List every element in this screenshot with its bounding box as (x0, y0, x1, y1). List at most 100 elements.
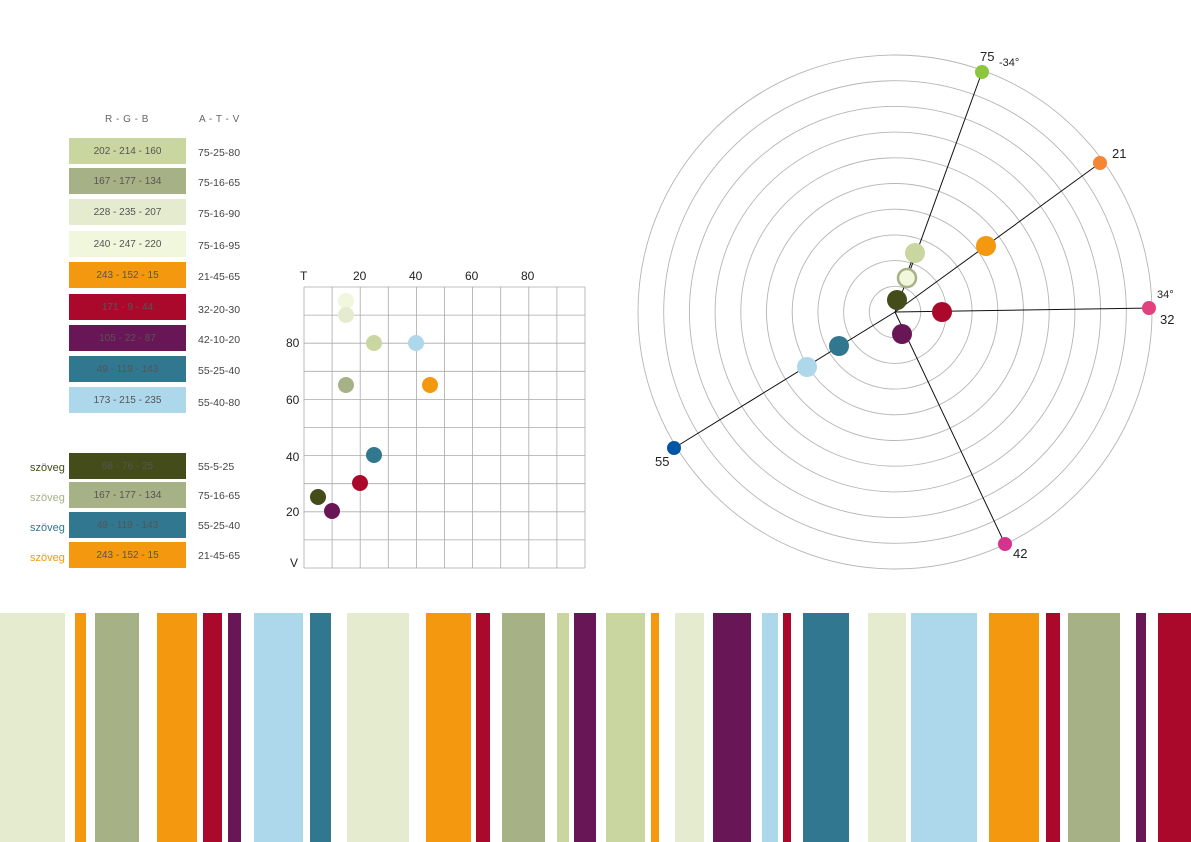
swatch-atv: 21-45-65 (198, 550, 241, 562)
stripe (659, 613, 675, 842)
x-tick: 80 (521, 269, 535, 283)
stripe (1067, 613, 1120, 842)
stripe (85, 613, 95, 842)
stripe (650, 613, 660, 842)
stripe (197, 613, 204, 842)
stripe (762, 613, 778, 842)
polar-ring (688, 105, 1102, 519)
text-swatch-label: szöveg (30, 462, 65, 474)
stripe (0, 613, 66, 842)
polar-dots (797, 236, 996, 377)
swatch-rgb: 243 - 152 - 15 (96, 269, 159, 281)
dot (896, 267, 918, 289)
swatch-3: 240 - 247 - 220 (69, 231, 186, 257)
stripe (254, 613, 303, 842)
x-tick: 60 (465, 269, 479, 283)
swatch-8: 173 - 215 - 235 (69, 387, 186, 413)
swatch-atv: 75-16-65 (198, 177, 241, 189)
x-tick: 40 (409, 269, 423, 283)
swatch-atv: 42-10-20 (198, 334, 241, 346)
swatch-atv: 55-25-40 (198, 520, 241, 532)
dot (829, 336, 849, 356)
dot (797, 357, 817, 377)
swatch-1: 167 - 177 - 134 (69, 168, 186, 194)
swatch-rgb: 68 - 76 - 25 (101, 460, 154, 472)
stripe (138, 613, 157, 842)
stripe (644, 613, 651, 842)
stripe (790, 613, 803, 842)
polar-ring (663, 80, 1127, 544)
stripe (74, 613, 86, 842)
stripe (490, 613, 503, 842)
stripe (868, 613, 907, 842)
polar-ring (791, 208, 999, 416)
stripe (568, 613, 574, 842)
scatter-point (324, 503, 340, 519)
swatch-4: 243 - 152 - 15 (69, 262, 186, 288)
text-swatch-label: szöveg (30, 522, 65, 534)
stripe (802, 613, 850, 842)
text-swatch-1: 167 - 177 - 134 (69, 482, 186, 508)
y-tick: 60 (286, 393, 300, 407)
stripe (556, 613, 569, 842)
polar-rays (673, 71, 1150, 545)
swatch-6: 105 - 22 - 87 (69, 325, 186, 351)
polar-ring (817, 234, 973, 390)
swatch-atv: 75-16-95 (198, 240, 241, 252)
stripe (545, 613, 557, 842)
label-32: 32 (1160, 312, 1174, 327)
scatter-point (338, 293, 354, 309)
stripe (674, 613, 705, 842)
text-swatch-label: szöveg (30, 492, 65, 504)
stripe (712, 613, 751, 842)
scatter-point (366, 335, 382, 351)
swatch-rgb: 228 - 235 - 207 (93, 206, 162, 218)
label-angle-right: 34° (1157, 289, 1174, 301)
stripe (95, 613, 139, 842)
swatch-2: 228 - 235 - 207 (69, 199, 186, 225)
stripe (346, 613, 409, 842)
label-42: 42 (1013, 546, 1027, 561)
stripe (1145, 613, 1158, 842)
color-stripes (0, 613, 1191, 842)
stripe (849, 613, 869, 842)
dot (892, 324, 912, 344)
swatch-5: 171 - 9 - 44 (69, 294, 186, 320)
label-angle-top: -34° (999, 57, 1019, 69)
dot (905, 243, 925, 263)
stripe (426, 613, 472, 842)
swatch-rgb: 167 - 177 - 134 (93, 489, 162, 501)
stripe (1136, 613, 1146, 842)
stripe (977, 613, 990, 842)
swatch-rgb: 49 - 119 - 143 (96, 363, 159, 375)
y-tick: 20 (286, 505, 300, 519)
stripe (573, 613, 597, 842)
stripe (156, 613, 198, 842)
stripe (241, 613, 255, 842)
text-swatch-label: szöveg (30, 552, 65, 564)
swatch-atv: 75-25-80 (198, 147, 241, 159)
ray-blue (673, 311, 896, 449)
swatch-rgb: 173 - 215 - 235 (93, 394, 162, 406)
v-axis-label: V (290, 556, 298, 570)
stripe (302, 613, 310, 842)
swatch-rgb: 105 - 22 - 87 (99, 332, 156, 344)
stripe (1119, 613, 1137, 842)
polar-ring (740, 157, 1050, 467)
dot (932, 302, 952, 322)
swatch-atv: 32-20-30 (198, 304, 241, 316)
ray-orange (894, 162, 1101, 313)
stripe (989, 613, 1040, 842)
stripe (65, 613, 75, 842)
swatch-atv: 75-16-65 (198, 490, 241, 502)
swatch-rgb: 171 - 9 - 44 (101, 301, 154, 313)
polar-ring (714, 131, 1076, 493)
stripe (1157, 613, 1191, 842)
polar-ring (766, 183, 1024, 441)
rgb-header: R - G - B (105, 114, 149, 125)
swatch-rgb: 243 - 152 - 15 (96, 549, 159, 561)
stripe (704, 613, 713, 842)
swatch-rgb: 202 - 214 - 160 (93, 145, 162, 157)
